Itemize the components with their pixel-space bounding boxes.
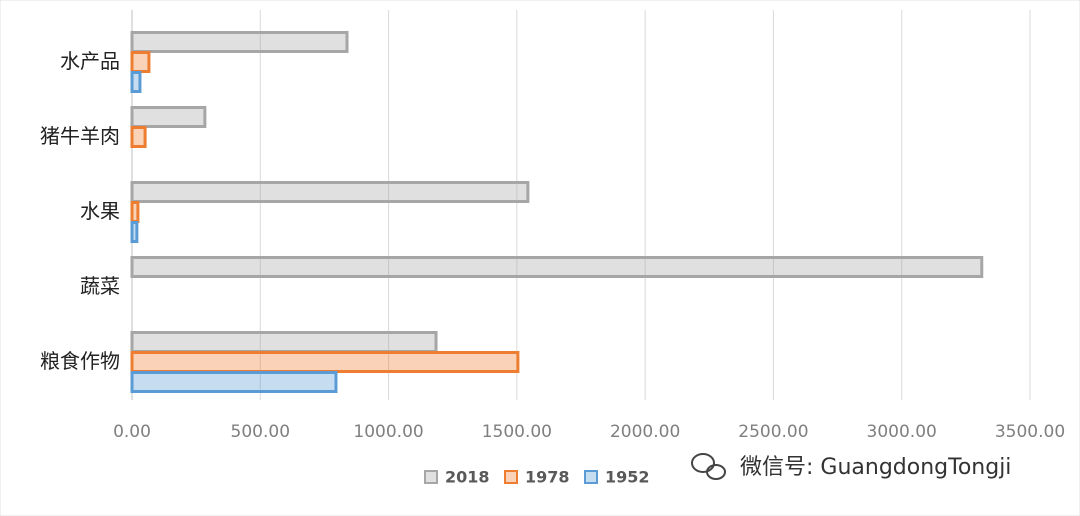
bar bbox=[130, 106, 207, 128]
x-tick-label: 0.00 bbox=[113, 422, 151, 442]
x-tick-label: 3500.00 bbox=[995, 422, 1065, 442]
bar bbox=[130, 51, 151, 73]
x-tick-label: 500.00 bbox=[231, 422, 290, 442]
x-tick-label: 1500.00 bbox=[482, 422, 552, 442]
legend-label: 1978 bbox=[525, 468, 570, 487]
y-tick-label: 猪牛羊肉 bbox=[40, 124, 120, 148]
bar bbox=[130, 31, 349, 53]
y-tick-label: 蔬菜 bbox=[80, 274, 120, 298]
legend-label: 1952 bbox=[605, 468, 650, 487]
y-tick-label: 水果 bbox=[80, 199, 120, 223]
legend-swatch bbox=[584, 470, 598, 484]
y-tick-label: 水产品 bbox=[60, 49, 120, 73]
x-tick-label: 1000.00 bbox=[353, 422, 423, 442]
x-tick-label: 2000.00 bbox=[610, 422, 680, 442]
x-tick-label: 2500.00 bbox=[738, 422, 808, 442]
legend-swatch bbox=[504, 470, 518, 484]
watermark: 微信号: GuangdongTongji bbox=[740, 455, 1011, 480]
bar bbox=[130, 71, 142, 93]
bar bbox=[130, 221, 139, 243]
bar bbox=[130, 201, 140, 223]
bar bbox=[130, 256, 984, 278]
x-tick-label: 3000.00 bbox=[867, 422, 937, 442]
bar bbox=[130, 331, 438, 353]
y-tick-label: 粮食作物 bbox=[40, 349, 120, 373]
bar bbox=[130, 351, 520, 373]
legend-swatch bbox=[424, 470, 438, 484]
bar bbox=[130, 126, 147, 148]
wechat-icon bbox=[691, 453, 726, 480]
bar bbox=[130, 181, 530, 203]
legend-label: 2018 bbox=[445, 468, 490, 487]
bar bbox=[130, 371, 338, 393]
